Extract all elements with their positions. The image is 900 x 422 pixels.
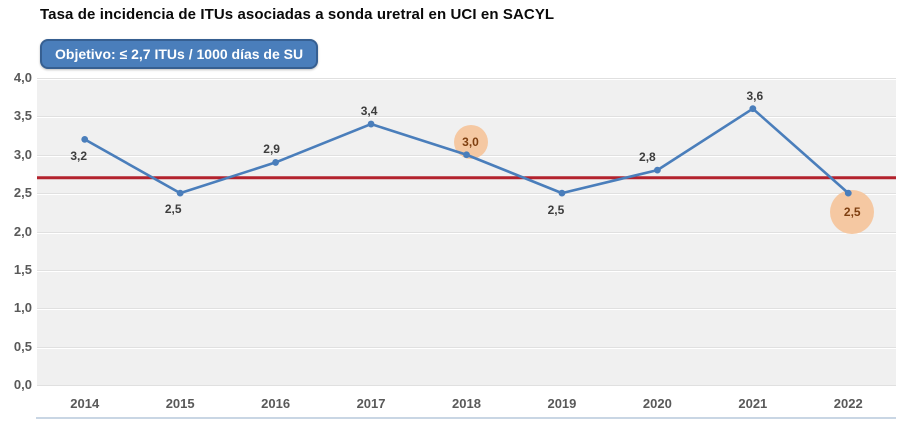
data-point-marker	[844, 189, 852, 197]
gridline	[37, 385, 896, 386]
data-point-marker	[272, 159, 280, 166]
x-axis-tick-label: 2022	[833, 396, 863, 411]
data-point-label: 2,9	[263, 142, 280, 157]
data-point-label: 3,2	[70, 149, 88, 164]
objective-badge: Objetivo: ≤ 2,7 ITUs / 1000 días de SU	[40, 39, 319, 69]
y-axis-tick-label: 3,5	[13, 108, 32, 124]
data-point-marker	[367, 120, 375, 128]
gridline	[37, 308, 896, 310]
chart-plot-area: 3,0 2,5 3,2 2,5 2,9 3,4 2,5 2,8 3,6	[37, 78, 896, 386]
x-axis-tick-label: 2021	[738, 396, 768, 411]
bottom-divider	[36, 417, 896, 419]
data-point-label: 2,5	[164, 202, 182, 217]
x-axis-tick-label: 2017	[356, 396, 386, 411]
gridline	[37, 78, 896, 79]
data-point-label: 2,8	[639, 150, 656, 165]
data-point-marker	[653, 166, 661, 174]
gridline	[37, 346, 896, 348]
gridline	[37, 231, 896, 233]
chart-series-svg	[37, 105, 896, 197]
data-point-label: 3,6	[746, 88, 764, 103]
data-point-marker	[176, 189, 184, 197]
page-title: Tasa de incidencia de ITUs asociadas a s…	[40, 6, 555, 23]
gridline	[37, 269, 896, 271]
y-axis-tick-label: 2,0	[13, 223, 32, 239]
data-point-marker	[463, 151, 470, 159]
y-axis-tick-label: 0,5	[13, 338, 32, 354]
x-axis-tick-label: 2015	[165, 396, 195, 411]
highlight-circle: 2,5	[830, 190, 875, 235]
data-point-label: 3,4	[360, 104, 378, 119]
y-axis-tick-label: 1,5	[13, 261, 32, 277]
y-axis-tick-label: 4,0	[13, 70, 32, 85]
gridline	[37, 193, 896, 195]
x-axis-tick-label: 2019	[547, 396, 577, 411]
data-point-marker	[749, 105, 757, 113]
y-axis-tick-label: 0,0	[13, 377, 32, 392]
x-axis-tick-label: 2018	[452, 396, 481, 411]
data-point-marker	[558, 189, 566, 197]
y-axis-tick-label: 3,0	[13, 146, 32, 162]
data-point-label: 2,5	[547, 203, 565, 218]
x-axis-tick-label: 2020	[642, 396, 672, 411]
data-point-marker	[81, 136, 89, 143]
series-line	[84, 107, 850, 195]
y-axis-tick-label: 1,0	[13, 300, 32, 316]
gridline	[37, 116, 896, 118]
x-axis-tick-label: 2014	[70, 396, 100, 411]
y-axis-tick-label: 2,5	[13, 185, 32, 201]
x-axis-tick-label: 2016	[261, 396, 291, 411]
